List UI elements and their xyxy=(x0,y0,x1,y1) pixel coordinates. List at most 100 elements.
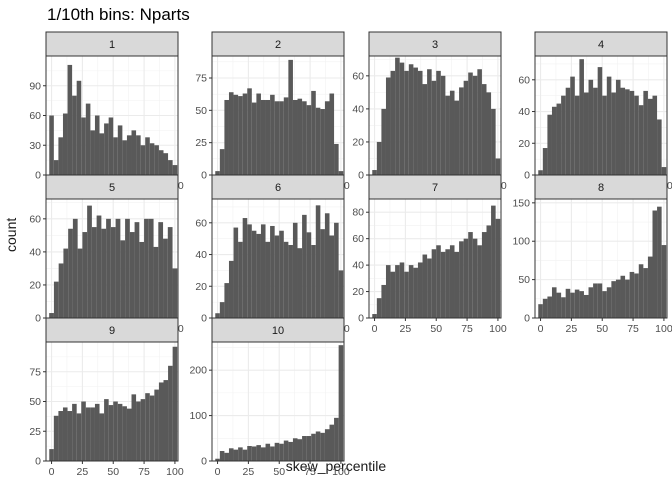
histogram-bar xyxy=(172,346,178,461)
histogram-bar xyxy=(233,227,239,318)
histogram-bar xyxy=(408,64,414,175)
histogram-bar xyxy=(404,70,409,175)
histogram-bar xyxy=(113,137,118,175)
y-tick-label: 0 xyxy=(524,313,530,325)
histogram-bar xyxy=(108,405,114,461)
histogram-bar xyxy=(395,57,400,175)
y-tick-label: 20 xyxy=(352,136,364,148)
histogram-bar xyxy=(385,77,391,175)
histogram-bar xyxy=(120,240,126,318)
histogram-bar xyxy=(154,389,159,461)
histogram-bar xyxy=(288,245,293,318)
y-tick-label: 0 xyxy=(524,170,530,182)
histogram-bar xyxy=(145,393,150,461)
histogram-bar xyxy=(68,228,73,318)
x-tick-label: 75 xyxy=(627,323,639,335)
y-tick-label: 150 xyxy=(512,197,530,209)
histogram-bar xyxy=(260,99,266,175)
histogram-bar xyxy=(324,429,330,461)
histogram-bar xyxy=(574,289,580,318)
histogram-bar xyxy=(611,92,616,175)
histogram-bar xyxy=(565,288,571,318)
y-tick-label: 40 xyxy=(195,249,207,261)
histogram-bar xyxy=(215,313,220,318)
histogram-bar xyxy=(279,101,284,175)
histogram-bar xyxy=(76,413,82,461)
histogram-bar xyxy=(334,143,339,175)
facet-strip xyxy=(534,174,668,200)
histogram-bar xyxy=(85,407,91,461)
histogram-bar xyxy=(338,345,344,461)
facet-strip-label: 6 xyxy=(275,182,281,194)
histogram-bar xyxy=(131,394,137,461)
facet-strip-label: 1 xyxy=(109,39,115,51)
facet-strip-label: 9 xyxy=(109,325,115,337)
histogram-bar xyxy=(486,92,492,175)
histogram-bar xyxy=(320,109,325,175)
facet-strip xyxy=(368,174,502,200)
x-tick-label: 25 xyxy=(400,323,412,335)
x-tick-label: 25 xyxy=(566,323,578,335)
histogram-bar xyxy=(417,262,423,318)
histogram-bar xyxy=(94,115,100,175)
histogram-bar xyxy=(53,415,59,461)
histogram-bar xyxy=(638,105,644,175)
histogram-bar xyxy=(242,449,248,461)
histogram-bar xyxy=(63,248,69,318)
y-tick-label: 20 xyxy=(29,279,41,291)
histogram-bar xyxy=(260,447,266,461)
y-tick-label: 200 xyxy=(189,365,207,377)
histogram-bar xyxy=(288,59,293,176)
facet-strip-label: 10 xyxy=(272,325,284,337)
histogram-bar xyxy=(238,96,243,175)
histogram-bar xyxy=(657,119,662,175)
y-tick-label: 25 xyxy=(195,137,207,149)
histogram-bar xyxy=(126,408,132,461)
histogram-bar xyxy=(449,90,455,175)
histogram-bar xyxy=(72,403,77,461)
histogram-bar xyxy=(329,235,335,318)
histogram-bar xyxy=(395,265,400,318)
y-tick-label: 0 xyxy=(358,313,364,325)
y-tick-label: 40 xyxy=(352,103,364,115)
histogram-bar xyxy=(256,445,261,461)
histogram-bar xyxy=(338,171,344,175)
histogram-bar xyxy=(436,245,441,318)
histogram-bar xyxy=(472,75,478,175)
histogram-bar xyxy=(579,291,584,318)
histogram-bar xyxy=(297,98,303,175)
x-tick-label: 0 xyxy=(538,323,544,335)
histogram-bar xyxy=(238,241,243,318)
histogram-bar xyxy=(139,241,145,318)
histogram-bar xyxy=(238,447,243,461)
histogram-bar xyxy=(219,302,225,318)
facet-strip xyxy=(368,31,502,57)
histogram-bar xyxy=(77,248,83,318)
facet-strip-label: 4 xyxy=(598,39,604,51)
x-tick-label: 100 xyxy=(166,466,184,478)
histogram-bar xyxy=(72,218,78,318)
histogram-bar xyxy=(302,101,307,175)
histogram-bar xyxy=(588,287,594,318)
histogram-bar xyxy=(256,233,261,318)
histogram-bar xyxy=(324,101,330,175)
histogram-bar xyxy=(481,232,487,318)
y-tick-label: 0 xyxy=(358,170,364,182)
histogram-bar xyxy=(602,291,607,318)
histogram-bar xyxy=(381,284,386,318)
histogram-bar xyxy=(634,95,639,175)
histogram-bar xyxy=(49,115,54,175)
histogram-bar xyxy=(320,229,325,318)
histogram-bar xyxy=(574,95,580,175)
histogram-bar xyxy=(90,407,95,461)
histogram-bar xyxy=(320,432,325,461)
histogram-bar xyxy=(436,70,441,175)
histogram-bar xyxy=(459,241,464,318)
histogram-bar xyxy=(260,224,266,318)
histogram-bar xyxy=(242,93,248,175)
histogram-bar xyxy=(108,117,114,175)
histogram-bar xyxy=(311,245,316,318)
histogram-bar xyxy=(306,105,312,175)
histogram-bar xyxy=(153,246,159,318)
